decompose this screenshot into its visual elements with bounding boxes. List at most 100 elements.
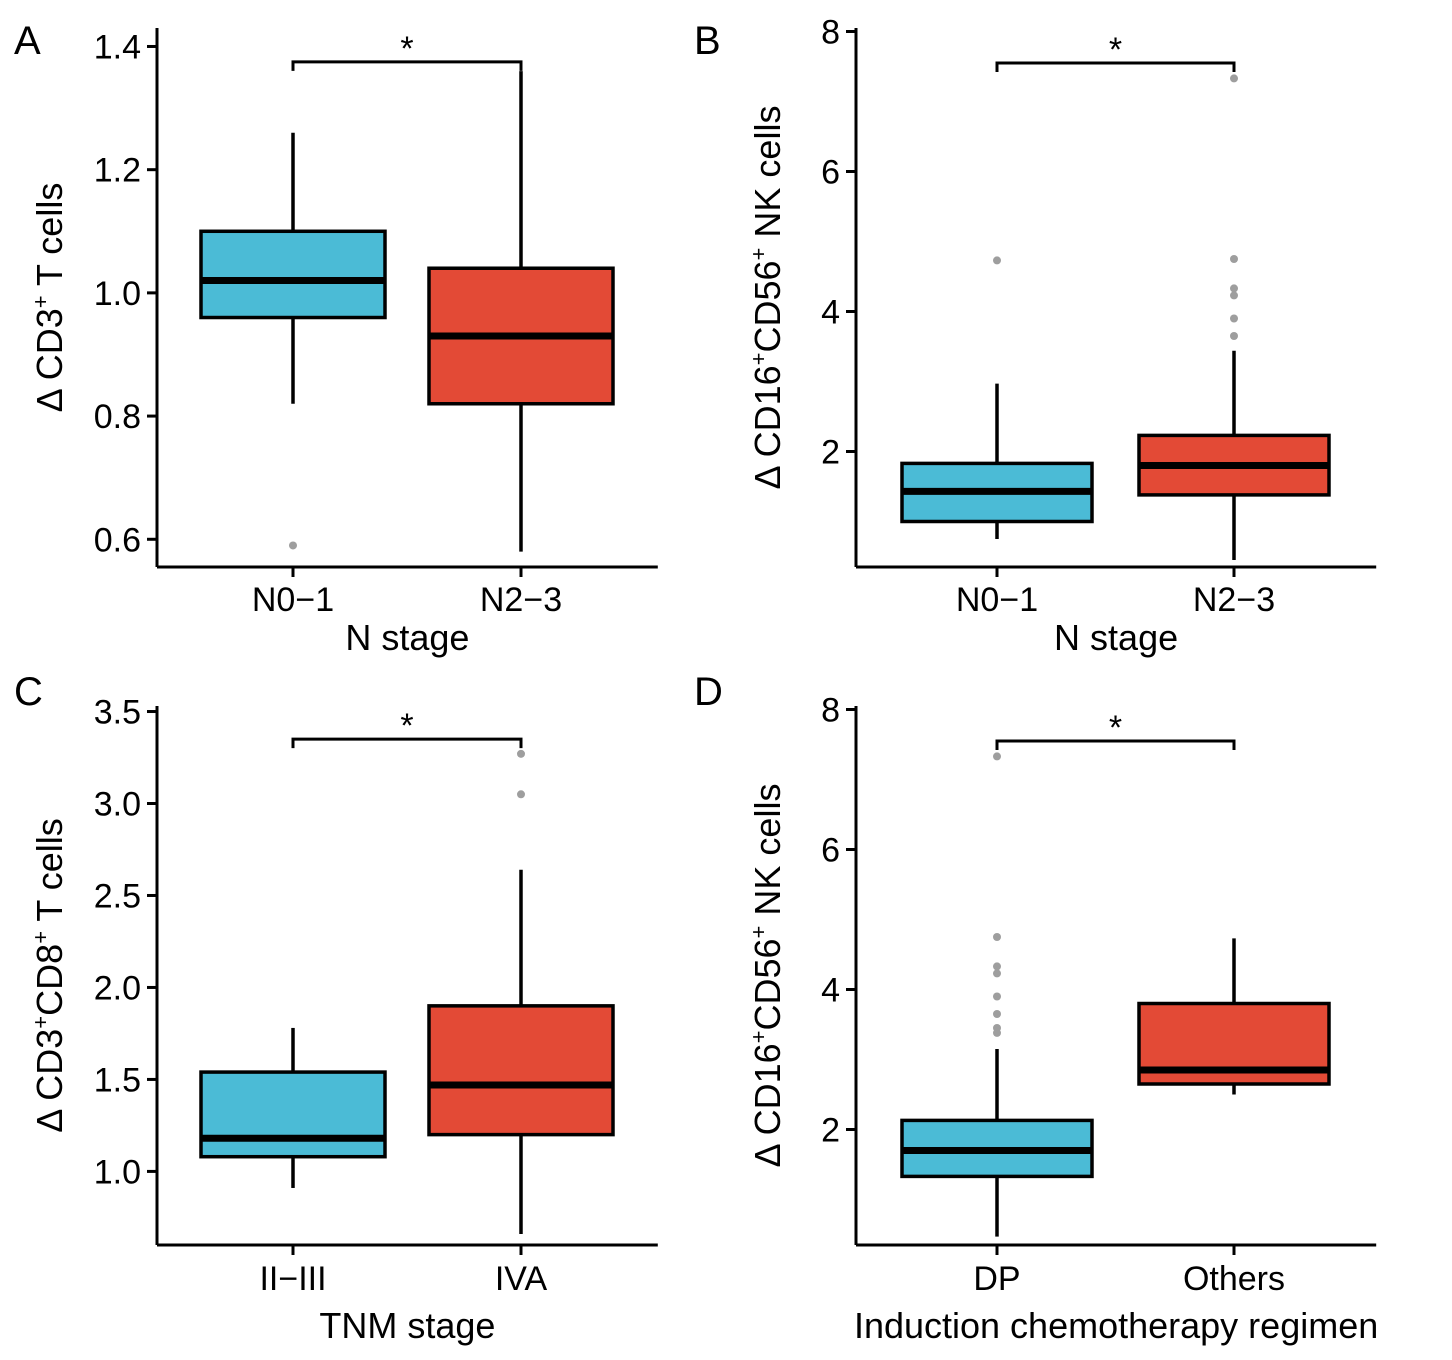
- significance-star: *: [400, 707, 413, 745]
- outlier-point: [993, 933, 1001, 941]
- significance-star: *: [400, 30, 413, 68]
- x-axis-title: N stage: [1054, 617, 1178, 658]
- y-axis-title-ylabel-mid: CD56: [747, 938, 788, 1030]
- y-axis-title-ylabel-suffix: T cells: [29, 818, 70, 931]
- bracket-line: [995, 739, 1236, 750]
- significance-bracket: *: [995, 31, 1236, 72]
- y-axis-title-ylabel-suffix: NK cells: [747, 784, 788, 926]
- y-axis-title-ylabel-suffix: NK cells: [747, 106, 788, 248]
- box: [199, 229, 387, 320]
- significance-bracket: *: [995, 709, 1236, 750]
- y-tick-label: 1.0: [94, 275, 141, 313]
- y-tick-label: 8: [821, 14, 840, 52]
- x-tick-label: N2−3: [1193, 581, 1275, 619]
- y-tick-label: 1.4: [94, 28, 141, 66]
- y-tick-label: 2: [821, 1112, 840, 1150]
- panel-letter: C: [14, 670, 43, 714]
- outlier-point: [1230, 284, 1238, 293]
- x-tick-label: DP: [973, 1260, 1020, 1298]
- outlier-point: [1230, 314, 1238, 323]
- panel-letter: A: [14, 19, 41, 63]
- x-axis-title: N stage: [345, 617, 469, 658]
- y-tick-label: 1.5: [94, 1061, 141, 1099]
- x-axis-title: Induction chemotherapy regimen: [854, 1305, 1378, 1346]
- outlier-point: [993, 1024, 1001, 1032]
- outlier-point: [517, 790, 525, 799]
- y-axis-title-ylabel-mid: CD8: [29, 944, 70, 1016]
- box: [427, 1004, 615, 1137]
- y-axis-title-ylabel-prefix: Δ CD16: [747, 365, 788, 489]
- outlier-point: [993, 256, 1001, 265]
- y-tick-label: 6: [821, 832, 840, 870]
- box: [199, 1070, 387, 1159]
- bracket-line: [291, 737, 523, 749]
- outlier-point: [993, 1010, 1001, 1018]
- x-tick-label: II−III: [259, 1260, 326, 1298]
- y-axis-title-ylabel-sup: +: [28, 295, 53, 308]
- y-axis-title-ylabel-sup2: +: [28, 931, 53, 944]
- y-axis-title-ylabel-prefix: Δ CD3: [29, 1029, 70, 1133]
- outlier-point: [517, 749, 525, 758]
- bracket-line: [291, 60, 523, 71]
- y-tick-label: 2: [821, 434, 840, 472]
- panel-letter: D: [694, 670, 723, 714]
- y-axis-title-ylabel-prefix: Δ CD16: [747, 1043, 788, 1167]
- x-tick-label: Others: [1183, 1260, 1285, 1298]
- y-axis-title-ylabel-suffix: T cells: [29, 183, 70, 296]
- outlier-point: [993, 752, 1001, 761]
- significance-star: *: [1109, 31, 1122, 69]
- outlier-point: [1230, 332, 1238, 340]
- y-tick-label: 2.0: [94, 969, 141, 1007]
- panel-a: A 0.6 0.8 1.0 1.2 1.4 Δ CD3+ T cells N stage N0−…: [14, 19, 658, 658]
- y-tick-label: 0.8: [94, 398, 141, 436]
- bracket-line: [995, 61, 1236, 72]
- box-group-1: [900, 752, 1094, 1237]
- significance-bracket: *: [291, 707, 523, 749]
- significance-star: *: [1109, 709, 1122, 747]
- y-tick-label: 6: [821, 154, 840, 192]
- outlier-point: [289, 541, 297, 550]
- significance-bracket: *: [291, 30, 523, 71]
- outlier-point: [1230, 74, 1238, 83]
- x-tick-label: IVA: [495, 1260, 548, 1298]
- box-group-1: [900, 256, 1094, 539]
- box-group-1: [199, 132, 387, 550]
- box-group-2: [1137, 938, 1331, 1095]
- x-tick-label: N0−1: [252, 581, 334, 619]
- box-group-2: [427, 71, 615, 552]
- y-tick-label: 3.0: [94, 785, 141, 823]
- y-axis-title-ylabel-sup2: +: [746, 248, 771, 261]
- outlier-point: [1230, 255, 1238, 263]
- y-tick-label: 4: [821, 294, 840, 332]
- outlier-point: [993, 962, 1001, 971]
- y-axis-title-ylabel-sup: +: [746, 1030, 771, 1043]
- y-axis-title: Δ CD16+CD56+ NK cells: [746, 106, 788, 490]
- x-axis-title: TNM stage: [319, 1305, 495, 1346]
- y-axis-title-ylabel-sup2: +: [746, 926, 771, 939]
- x-tick-label: N2−3: [480, 581, 562, 619]
- y-axis-title-ylabel-mid: CD56: [747, 260, 788, 352]
- y-axis-title: Δ CD3+ T cells: [28, 183, 70, 413]
- y-tick-label: 3.5: [94, 694, 141, 732]
- panel-letter: B: [694, 19, 721, 63]
- y-axis-title-ylabel-sup: +: [28, 1016, 53, 1029]
- outlier-point: [993, 992, 1001, 1001]
- y-tick-label: 8: [821, 692, 840, 730]
- y-axis-title-ylabel-sup: +: [746, 352, 771, 365]
- outlier-point: [993, 969, 1001, 978]
- y-axis-title: Δ CD3+CD8+ T cells: [28, 818, 70, 1133]
- y-axis-title: Δ CD16+CD56+ NK cells: [746, 784, 788, 1168]
- y-tick-label: 2.5: [94, 877, 141, 915]
- box-group-2: [427, 749, 615, 1234]
- box-group-1: [199, 1027, 387, 1188]
- y-tick-label: 0.6: [94, 521, 141, 559]
- y-tick-label: 1.2: [94, 152, 141, 190]
- panel-c: C1.01.52.02.53.03.5Δ CD3+CD8+ T cellsTNM…: [14, 670, 658, 1346]
- y-tick-label: 1.0: [94, 1153, 141, 1191]
- y-axis-title-ylabel-prefix: Δ CD3: [29, 308, 70, 412]
- outlier-point: [1230, 291, 1238, 300]
- y-tick-label: 4: [821, 972, 840, 1010]
